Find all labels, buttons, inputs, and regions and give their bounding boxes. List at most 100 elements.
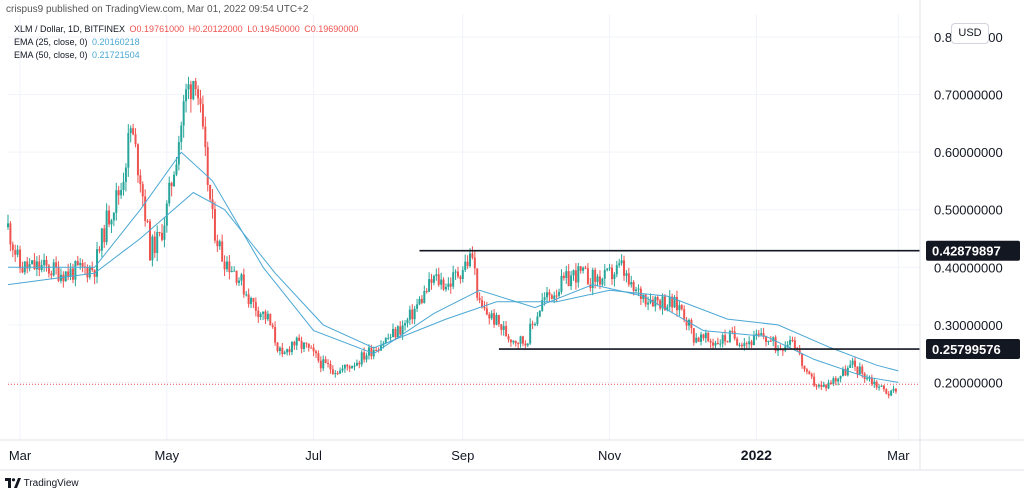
candle-body bbox=[9, 223, 12, 245]
candle-body bbox=[832, 378, 835, 385]
candle bbox=[825, 383, 828, 392]
candle-body bbox=[74, 261, 77, 280]
tradingview-footer[interactable]: TradingView bbox=[5, 478, 79, 489]
candle-body bbox=[750, 341, 753, 346]
candle-body bbox=[112, 212, 115, 221]
candle-body bbox=[317, 353, 320, 361]
candle bbox=[738, 342, 741, 348]
candle bbox=[156, 225, 159, 262]
candle bbox=[502, 321, 505, 336]
candle-body bbox=[615, 265, 618, 275]
candle bbox=[637, 284, 640, 297]
candle bbox=[623, 255, 626, 281]
candle bbox=[495, 312, 498, 326]
candle-body bbox=[488, 314, 491, 319]
ema-lines bbox=[7, 151, 899, 383]
candle-body bbox=[596, 276, 599, 282]
candle bbox=[719, 339, 722, 348]
candle bbox=[124, 163, 127, 192]
candle-body bbox=[55, 262, 58, 268]
candle-body bbox=[278, 347, 281, 352]
candle-body bbox=[887, 393, 890, 396]
candle bbox=[399, 321, 402, 338]
candle-body bbox=[52, 262, 55, 276]
candle-body bbox=[235, 270, 238, 283]
candle bbox=[541, 292, 544, 312]
candle bbox=[808, 370, 811, 375]
candle bbox=[432, 274, 435, 286]
candle bbox=[697, 336, 700, 342]
candle bbox=[567, 264, 570, 287]
candle bbox=[454, 269, 457, 280]
candle-body bbox=[144, 196, 147, 221]
candle bbox=[35, 256, 38, 277]
candle-body bbox=[16, 249, 19, 255]
candle bbox=[392, 323, 395, 338]
candle-body bbox=[124, 167, 127, 182]
candle-body bbox=[225, 261, 228, 270]
candle bbox=[493, 309, 496, 328]
candle bbox=[517, 342, 520, 349]
candle-body bbox=[570, 275, 573, 287]
candle bbox=[490, 310, 493, 321]
candle-body bbox=[529, 323, 532, 344]
candle bbox=[459, 275, 462, 284]
candle-body bbox=[757, 333, 760, 335]
candle-body bbox=[716, 342, 719, 345]
candle-body bbox=[201, 104, 204, 127]
candle bbox=[177, 135, 180, 171]
candle-body bbox=[26, 261, 29, 269]
candle-body bbox=[339, 370, 342, 374]
candle-body bbox=[420, 298, 423, 303]
candle-body bbox=[702, 334, 705, 339]
candle-body bbox=[630, 282, 633, 285]
candle-body bbox=[269, 313, 272, 326]
candle bbox=[813, 372, 816, 388]
candle-body bbox=[623, 260, 626, 276]
candle-body bbox=[606, 268, 609, 271]
candle bbox=[105, 203, 108, 246]
x-tick-label: Nov bbox=[598, 448, 622, 463]
legend-ema50-row[interactable]: EMA (50, close, 0) 0.21721504 bbox=[14, 49, 358, 62]
candle bbox=[675, 290, 678, 317]
candle-body bbox=[721, 335, 724, 344]
candle-body bbox=[774, 337, 777, 352]
candle bbox=[194, 77, 197, 96]
candle-body bbox=[136, 144, 139, 176]
candle-body bbox=[635, 289, 638, 291]
candle bbox=[519, 335, 522, 348]
candle bbox=[283, 350, 286, 355]
candle bbox=[716, 337, 719, 345]
candle-body bbox=[748, 341, 751, 345]
currency-button[interactable]: USD bbox=[951, 23, 989, 44]
candle bbox=[26, 257, 29, 274]
publisher-line: crispus9 published on TradingView.com, M… bbox=[6, 4, 309, 15]
candle-body bbox=[88, 267, 91, 278]
candle-body bbox=[726, 341, 729, 343]
candle bbox=[199, 89, 202, 113]
candle bbox=[827, 379, 830, 390]
candle bbox=[204, 116, 207, 157]
candle bbox=[627, 267, 630, 287]
candle-body bbox=[129, 128, 132, 134]
candle-body bbox=[656, 297, 659, 301]
candle-body bbox=[531, 323, 534, 325]
candle-body bbox=[100, 228, 103, 251]
candle-body bbox=[738, 344, 741, 346]
candle bbox=[526, 343, 529, 348]
candle-body bbox=[312, 347, 315, 352]
candle bbox=[752, 330, 755, 346]
candle-body bbox=[834, 378, 837, 382]
candle-body bbox=[408, 309, 411, 320]
legend-ema25-row[interactable]: EMA (25, close, 0) 0.20160218 bbox=[14, 36, 358, 49]
y-tick-label: 0.60000000 bbox=[934, 145, 1003, 160]
legend-high: H0.20122000 bbox=[188, 24, 243, 34]
candle bbox=[146, 219, 149, 224]
candle bbox=[305, 342, 308, 348]
candle-body bbox=[274, 327, 277, 343]
candle-body bbox=[707, 332, 710, 342]
candle-body bbox=[712, 342, 715, 346]
candle-body bbox=[305, 342, 308, 344]
candle bbox=[127, 124, 130, 177]
